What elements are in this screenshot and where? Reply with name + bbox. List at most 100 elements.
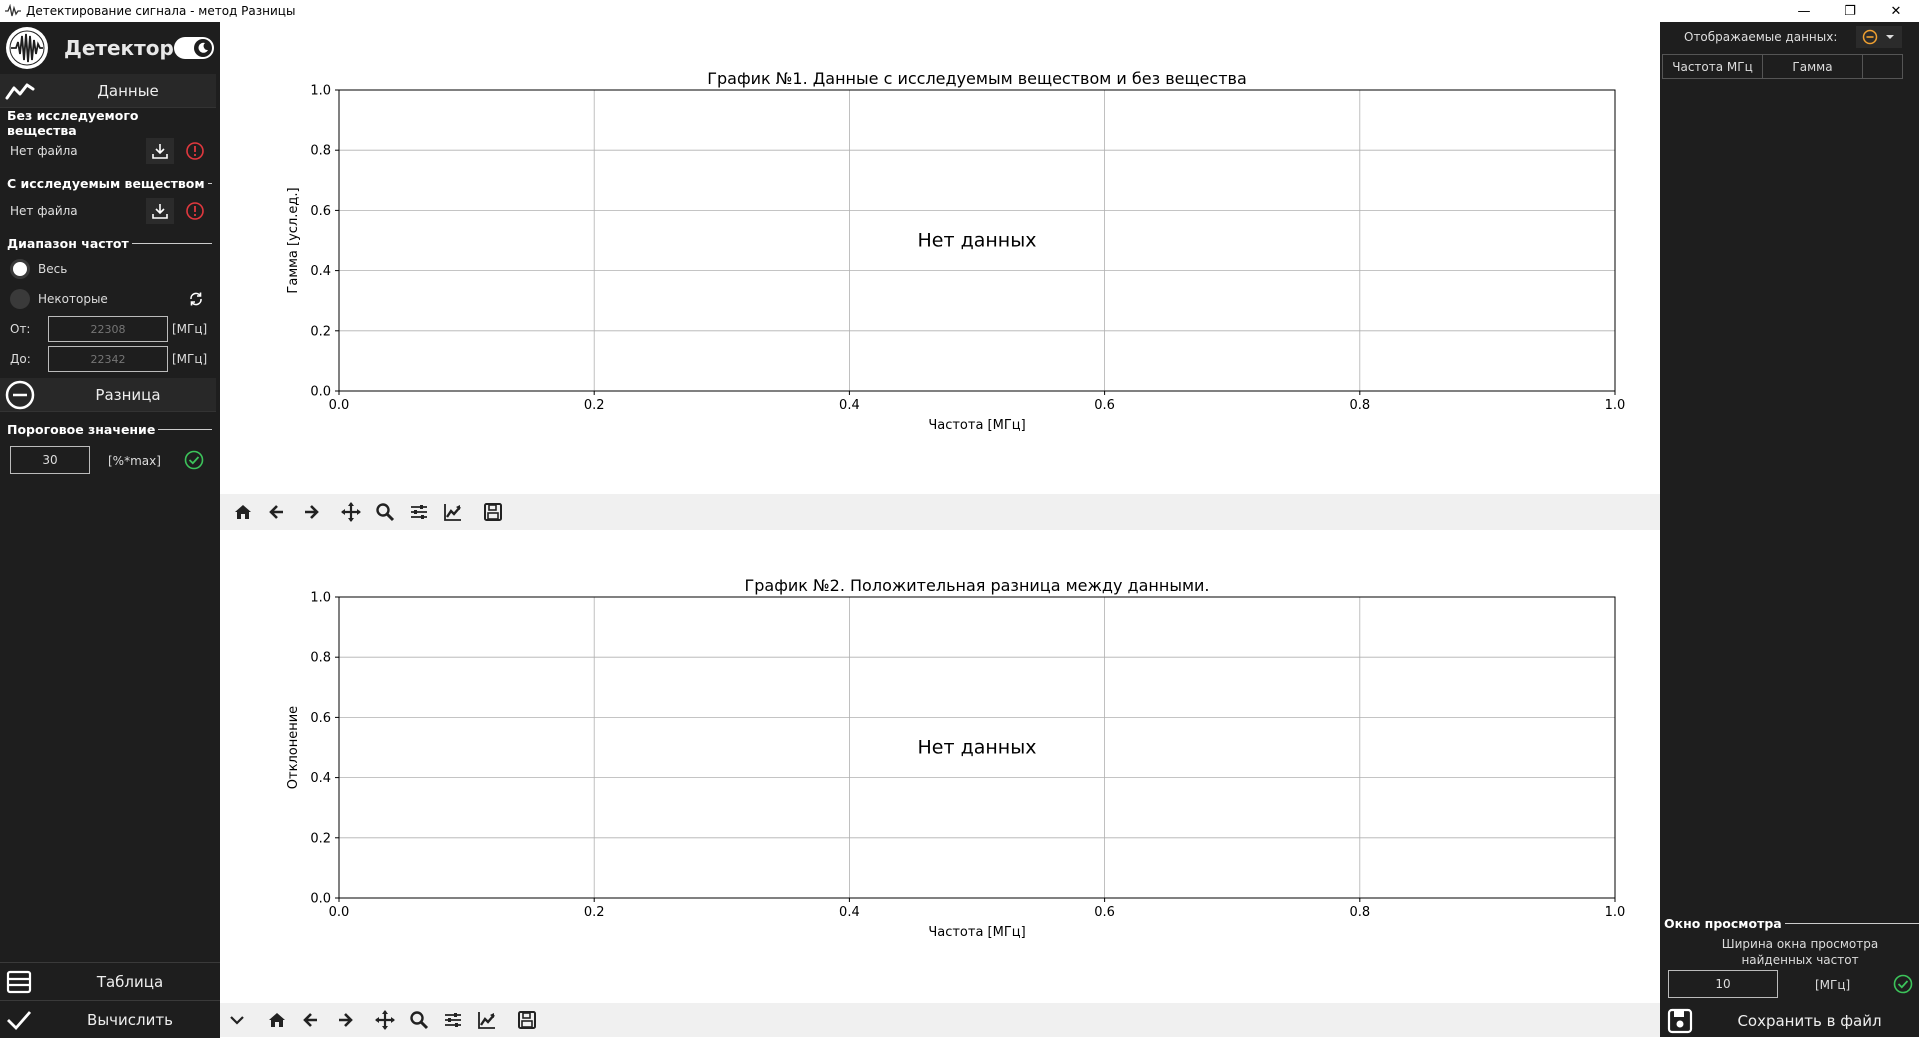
chart-2-ytick-label: 0.8 [310, 651, 331, 666]
radio-some-indicator[interactable] [10, 289, 30, 309]
warning-icon [185, 141, 205, 164]
chart-1-xtick-label: 0.8 [1349, 398, 1370, 413]
save-figure-button[interactable] [510, 1004, 544, 1036]
back-button[interactable] [294, 1004, 328, 1036]
forward-icon [305, 505, 319, 519]
close-icon: ✕ [1890, 3, 1902, 19]
chart-2-ytick-label: 0.2 [310, 831, 331, 846]
chart-1: График №1. Данные с исследуемым вещество… [286, 69, 1626, 433]
home-button[interactable] [226, 496, 260, 528]
compute-button[interactable]: Вычислить [0, 1000, 220, 1038]
chart-1-ytick-label: 0.4 [310, 264, 331, 279]
edit-axis-button[interactable] [436, 496, 470, 528]
check-circle-icon [184, 450, 204, 474]
chevron-down-icon [1886, 35, 1894, 39]
pan-icon [341, 502, 361, 522]
displayed-data-select[interactable] [1856, 26, 1902, 48]
chart-2-xtick-label: 0.4 [839, 905, 860, 920]
refresh-icon[interactable] [188, 291, 204, 310]
threshold-input[interactable] [10, 446, 90, 474]
col-header-frequency[interactable]: Частота МГц [1662, 54, 1763, 79]
restore-button[interactable]: ❐ [1827, 0, 1873, 22]
table-icon [0, 970, 38, 994]
theme-toggle[interactable] [174, 37, 214, 59]
chart-1-plot-area[interactable] [339, 90, 1615, 391]
col-header-gamma[interactable]: Гамма [1762, 54, 1863, 79]
chart-2-xtick-label: 0.2 [584, 905, 605, 920]
radio-all-label: Весь [38, 262, 68, 276]
checkmark-icon [0, 1008, 38, 1032]
view-window-input[interactable] [1668, 970, 1778, 998]
chart-2-toolbar [220, 1003, 1660, 1037]
with-substance-file-row: Нет файла [0, 194, 220, 228]
without-substance-load-button[interactable] [146, 138, 174, 164]
chart-2-ytick-label: 0.6 [310, 711, 331, 726]
data-section-button[interactable]: Данные [0, 74, 216, 108]
chart-1-ytick-label: 0.8 [310, 144, 331, 159]
compute-button-label: Вычислить [87, 1010, 173, 1029]
range-from-input[interactable] [48, 316, 168, 342]
minus-circle-icon [1862, 29, 1878, 45]
with-substance-title-text: С исследуемым веществом [7, 175, 205, 191]
zoom-button[interactable] [368, 496, 402, 528]
configure-subplots-button[interactable] [402, 496, 436, 528]
back-icon [269, 505, 283, 519]
with-substance-file-label: Нет файла [10, 204, 78, 218]
minimize-button[interactable]: — [1781, 0, 1827, 22]
range-to-input[interactable] [48, 346, 168, 372]
col-header-extra[interactable] [1862, 54, 1903, 79]
range-from-row: От: [МГц] [0, 314, 220, 344]
zoom-button[interactable] [402, 1004, 436, 1036]
app-name: Детектор [64, 36, 174, 60]
configure-subplots-icon [445, 1013, 461, 1027]
chart-2-xtick-label: 1.0 [1605, 905, 1626, 920]
close-button[interactable]: ✕ [1873, 0, 1919, 22]
restore-icon: ❐ [1844, 3, 1856, 19]
home-icon [269, 1013, 285, 1027]
edit-axis-icon [444, 504, 461, 521]
table-button[interactable]: Таблица [0, 962, 220, 1000]
collapse-toolbar-button[interactable] [220, 1004, 254, 1036]
chart-1-ylabel: Гамма [усл.ед.] [286, 187, 301, 293]
chart-2-frame [338, 596, 1616, 899]
chart-2-xtick-label: 0.8 [1349, 905, 1370, 920]
chart-2-ytick-label: 0.4 [310, 771, 331, 786]
save-to-file-label: Сохранить в файл [1737, 1011, 1882, 1030]
radio-all[interactable]: Весь [0, 254, 220, 284]
save-figure-button[interactable] [476, 496, 510, 528]
chart-1-title: График №1. Данные с исследуемым вещество… [707, 69, 1247, 88]
pan-button[interactable] [334, 496, 368, 528]
download-icon [152, 144, 168, 159]
pan-button[interactable] [368, 1004, 402, 1036]
radio-some[interactable]: Некоторые [0, 284, 220, 314]
edit-axis-button[interactable] [470, 1004, 504, 1036]
without-substance-title-text: Без исследуемого вещества [7, 108, 139, 138]
radio-all-indicator[interactable] [10, 259, 30, 279]
chart-1-frame [338, 89, 1616, 392]
diff-section-button[interactable]: Разница [0, 378, 216, 412]
chart-1-xtick-label: 0.2 [584, 398, 605, 413]
with-substance-load-button[interactable] [146, 198, 174, 224]
without-substance-title: Без исследуемого вещества [0, 108, 220, 138]
line-chart-icon [0, 81, 40, 101]
diff-section-label: Разница [95, 385, 161, 404]
without-substance-file-label: Нет файла [10, 144, 78, 158]
chart-1-xtick-label: 0.4 [839, 398, 860, 413]
chart-1-xtick-label: 1.0 [1605, 398, 1626, 413]
configure-subplots-button[interactable] [436, 1004, 470, 1036]
home-icon [235, 505, 251, 519]
forward-button[interactable] [294, 496, 328, 528]
left-sidebar: Детектор Данные Без исследуемого веществ… [0, 22, 220, 1038]
forward-button[interactable] [328, 1004, 362, 1036]
chart-2-plot-area[interactable] [339, 597, 1615, 898]
threshold-title: Пороговое значение [0, 418, 220, 440]
chart-2-xtick-label: 0.6 [1094, 905, 1115, 920]
back-button[interactable] [260, 496, 294, 528]
chart-1-no-data-annotation: Нет данных [918, 230, 1037, 252]
chart-2-ylabel: Отклонение [286, 706, 301, 789]
configure-subplots-icon [411, 505, 427, 519]
chart-1-ytick-label: 0.0 [310, 385, 331, 400]
save-to-file-button[interactable]: Сохранить в файл [1660, 1004, 1919, 1037]
home-button[interactable] [260, 1004, 294, 1036]
warning-icon [185, 201, 205, 224]
